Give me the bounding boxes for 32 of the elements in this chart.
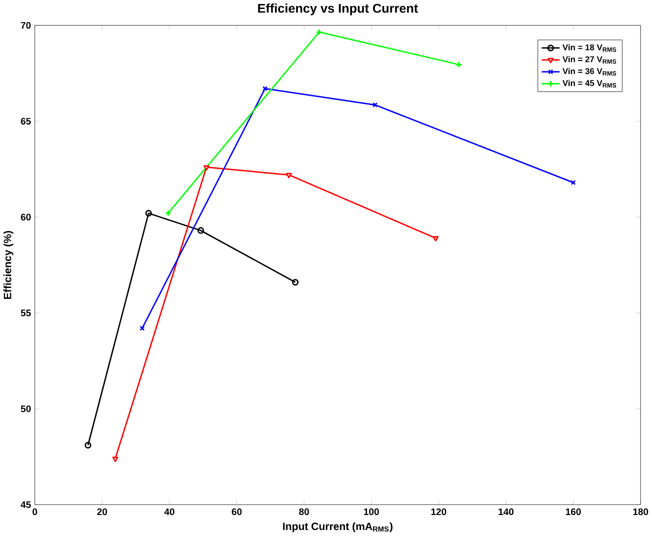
x-tick-label: 180 bbox=[633, 508, 648, 516]
x-tick-label: 20 bbox=[97, 508, 108, 516]
x-tick-label: 40 bbox=[164, 508, 174, 516]
chart-title: Efficiency vs Input Current bbox=[258, 4, 418, 16]
point bbox=[262, 86, 268, 92]
point bbox=[197, 227, 204, 234]
y-tick-label: 50 bbox=[20, 406, 31, 412]
y-tick-label: 70 bbox=[20, 22, 31, 29]
legend-label: Vin = 18 V$_{RMS}$ bbox=[562, 44, 616, 52]
point bbox=[432, 236, 439, 242]
legend-label: Vin = 36 V$_{RMS}$ bbox=[562, 68, 616, 76]
point bbox=[372, 102, 378, 108]
point bbox=[316, 28, 323, 36]
y-tick-label: 65 bbox=[20, 118, 31, 125]
x-tick-label: 120 bbox=[431, 508, 446, 516]
x-tick-label: 80 bbox=[299, 508, 309, 516]
x-tick-label: 100 bbox=[364, 508, 379, 516]
y-axis-title: Efficiency (%) bbox=[4, 231, 14, 299]
point bbox=[286, 173, 292, 178]
y-tick-label: 60 bbox=[20, 214, 31, 221]
x-tick-label: 140 bbox=[498, 508, 514, 516]
x-tick-label: 0 bbox=[32, 508, 38, 516]
x-tick-label: 160 bbox=[566, 508, 581, 516]
y-tick-label: 45 bbox=[20, 502, 31, 508]
point bbox=[145, 210, 152, 217]
x-tick-label: 60 bbox=[232, 508, 242, 516]
point bbox=[204, 165, 210, 171]
legend-label: Vin = 27 V$_{RMS}$ bbox=[562, 56, 616, 64]
y-tick-label: 55 bbox=[20, 310, 31, 316]
point bbox=[112, 456, 118, 462]
x-axis-title: Input Current (mA$_{RMS}$) bbox=[283, 522, 392, 532]
legend-label: Vin = 45 V$_{RMS}$ bbox=[562, 80, 616, 88]
